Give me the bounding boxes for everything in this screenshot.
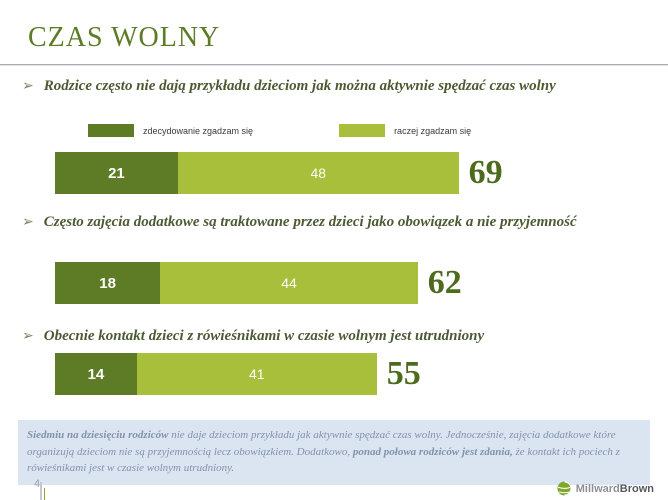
- logo-icon: [557, 481, 572, 496]
- bullet-text: Obecnie kontakt dzieci z rówieśnikami w …: [43, 328, 485, 344]
- legend-swatch-light: [339, 124, 386, 137]
- page-number: 4: [34, 478, 41, 490]
- footer-decoration: [44, 488, 45, 500]
- bar-segment-raczej: 44: [160, 262, 418, 304]
- bar-value: 44: [281, 275, 297, 291]
- bullet-statement-2: ➢ Często zajęcia dodatkowe są traktowane …: [22, 212, 612, 233]
- bar-segment-raczej: 41: [136, 353, 377, 395]
- bullet-arrow-icon: ➢: [22, 215, 34, 230]
- logo-text-brown: Brown: [619, 482, 654, 495]
- bar-segment-zdecydowanie: 14: [55, 353, 137, 395]
- bullet-arrow-icon: ➢: [22, 329, 34, 344]
- bar-value: 14: [87, 365, 105, 383]
- logo-text-millward: Millward: [575, 482, 620, 495]
- bullet-statement-1: ➢ Rodzice często nie dają przykładu dziec…: [22, 76, 612, 97]
- title-divider: [0, 64, 668, 65]
- legend-label-light: raczej zgadzam się: [394, 125, 472, 136]
- bar-total: 55: [386, 355, 421, 392]
- bar-total: 69: [468, 154, 503, 191]
- summary-box: Siedmiu na dziesięciu rodziców nie daje …: [18, 420, 650, 485]
- bullet-arrow-icon: ➢: [22, 79, 34, 94]
- bar-total: 62: [427, 264, 462, 301]
- bullet-statement-3: ➢ Obecnie kontakt dzieci z rówieśnikami w…: [22, 326, 612, 347]
- bar-value: 41: [249, 366, 265, 382]
- bar-segment-zdecydowanie: 21: [55, 152, 178, 194]
- millwardbrown-logo: MillwardBrown: [557, 481, 654, 496]
- legend-swatch-dark: [88, 124, 134, 137]
- bar-row-3: 14 41 55: [55, 353, 421, 395]
- bar-row-1: 21 48 69: [55, 152, 503, 194]
- summary-text: Siedmiu na dziesięciu rodziców nie daje …: [27, 429, 620, 474]
- bullet-text: Często zajęcia dodatkowe są traktowane p…: [43, 214, 577, 230]
- bullet-text: Rodzice często nie dają przykładu dzieci…: [43, 78, 556, 94]
- chart-legend: zdecydowanie zgadzam się raczej zgadzam …: [88, 124, 471, 137]
- bar-value: 18: [99, 274, 116, 292]
- bar-segment-zdecydowanie: 18: [55, 262, 161, 304]
- footer-decoration: [40, 482, 42, 500]
- bar-segment-raczej: 48: [177, 152, 459, 194]
- bar-value: 48: [310, 165, 327, 181]
- legend-label-dark: zdecydowanie zgadzam się: [143, 125, 254, 136]
- bar-value: 21: [108, 164, 125, 182]
- page-title: CZAS WOLNY: [28, 22, 221, 53]
- bar-row-2: 18 44 62: [55, 262, 462, 304]
